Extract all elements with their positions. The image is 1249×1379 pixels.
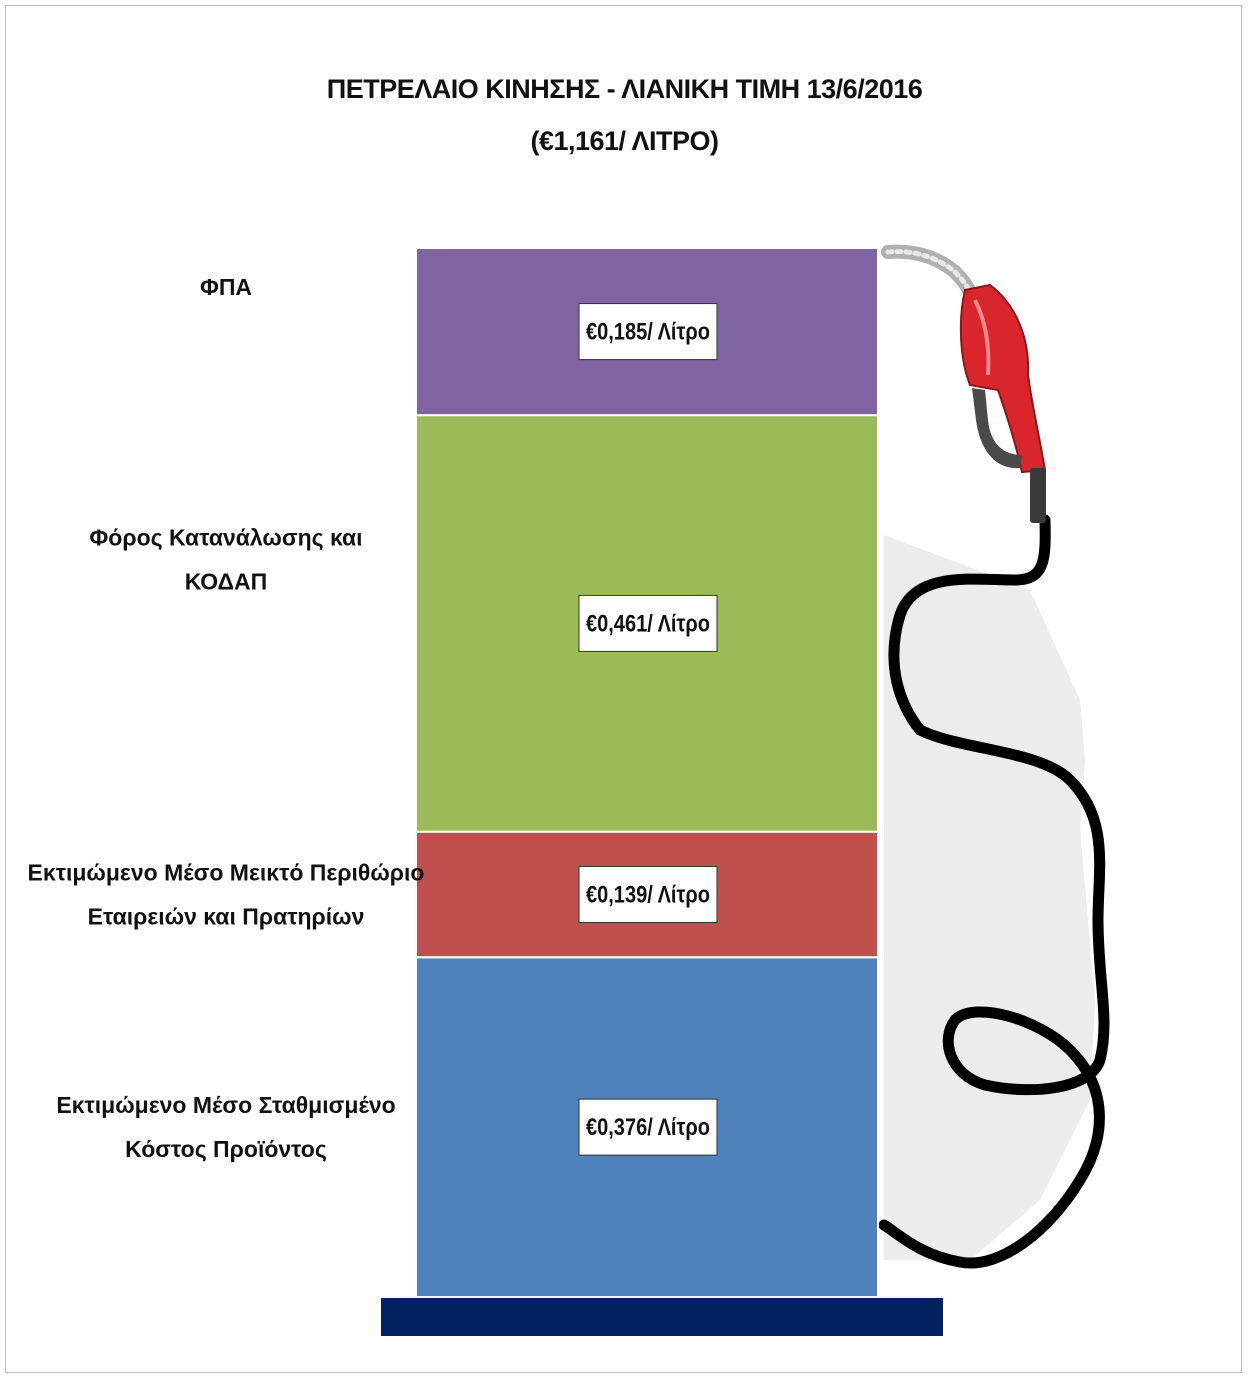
bar-stack: €0,376/ Λίτρο €0,139/ Λίτρο €0,461/ Λίτρο €…	[415, 247, 879, 1298]
figure-frame	[5, 5, 1242, 1373]
category-label: ΚΟΔΑΠ	[185, 568, 268, 594]
hose-shadow	[884, 535, 1095, 1260]
data-label: €0,139/ Λίτρο	[586, 881, 710, 908]
category-label: Εκτιμώμενο Μέσο Σταθμισμένο	[56, 1092, 395, 1118]
data-label-box	[578, 865, 718, 923]
data-label-box	[578, 303, 718, 361]
chart-title: ΠΕΤΡΕΛΑΙΟ ΚΙΝΗΣΗΣ - ΛΙΑΝΙΚΗ ΤΙΜΗ 13/6/20…	[326, 74, 923, 104]
fuel-hose	[878, 514, 1110, 1269]
category-labels: Εκτιμώμενο Μέσο Σταθμισμένο Κόστος Προϊόν…	[28, 274, 425, 1162]
data-label: €0,376/ Λίτρο	[586, 1114, 710, 1141]
category-label: Κόστος Προϊόντος	[125, 1136, 327, 1162]
data-label: €0,185/ Λίτρο	[586, 319, 710, 346]
category-label: ΦΠΑ	[200, 274, 252, 300]
category-label: Εκτιμώμενο Μέσο Μεικτό Περιθώριο	[28, 859, 425, 885]
pump-base	[381, 1298, 943, 1336]
category-label: Εταιρειών και Πρατηρίων	[88, 903, 365, 929]
data-label: €0,461/ Λίτρο	[586, 610, 710, 637]
chart-subtitle: (€1,161/ ΛΙΤΡΟ)	[530, 126, 719, 156]
data-label-box	[578, 594, 718, 652]
nozzle-spout	[1030, 468, 1046, 523]
fuel-nozzle	[959, 283, 1047, 474]
data-label-box	[578, 1098, 718, 1156]
fuel-pump-illustration	[878, 244, 1110, 1269]
category-label: Φόρος Κατανάλωσης και	[89, 524, 362, 550]
nozzle-trigger	[972, 388, 1022, 469]
